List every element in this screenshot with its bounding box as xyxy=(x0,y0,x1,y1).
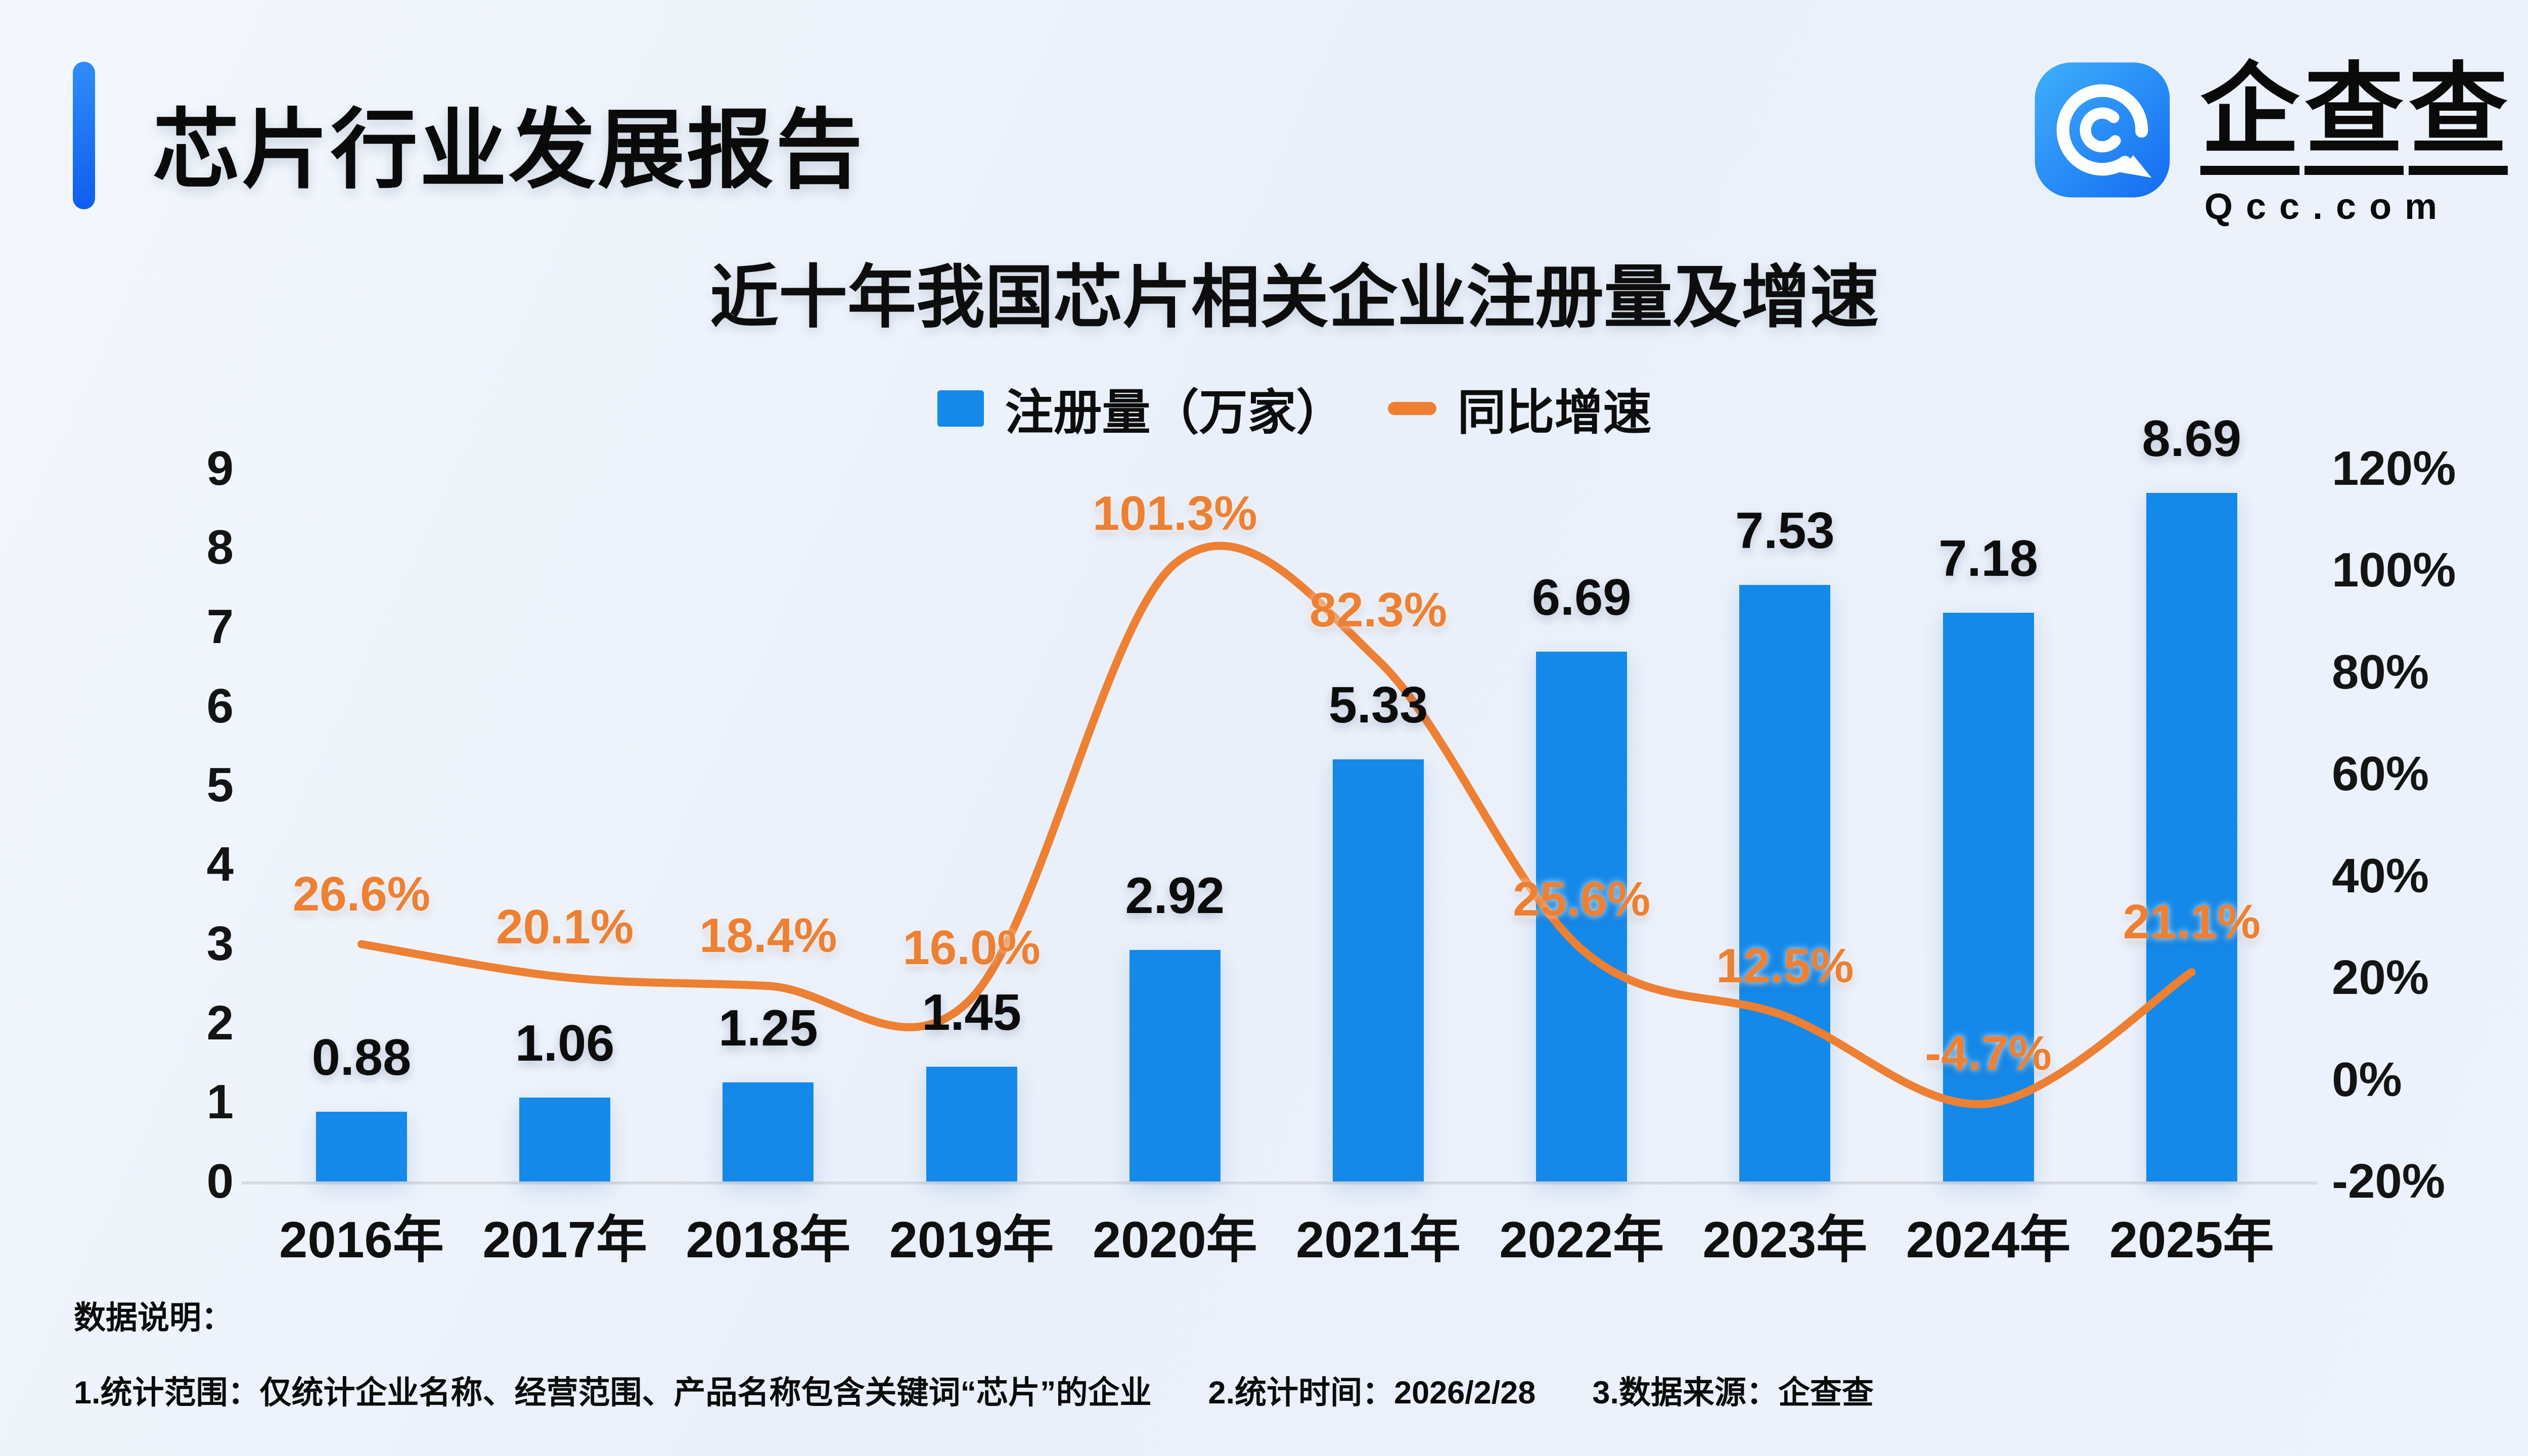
x-axis-label: 2022年 xyxy=(1499,1212,1664,1268)
page-title: 芯片行业发展报告 xyxy=(153,102,865,199)
x-axis-label: 2021年 xyxy=(1296,1212,1461,1268)
bar xyxy=(1739,584,1831,1181)
bar xyxy=(1129,950,1221,1181)
bar xyxy=(2146,493,2237,1181)
y-axis-tick-right: 80% xyxy=(2332,645,2429,699)
y-axis-tick-left: 8 xyxy=(206,520,234,575)
y-axis-tick-left: 7 xyxy=(206,599,234,654)
logo-brand: 企 查 查 xyxy=(2200,60,2513,175)
bar-value-label: 2.92 xyxy=(1125,868,1225,925)
growth-rate-label: 21.1% xyxy=(2123,895,2261,949)
logo-domain: Qcc.com xyxy=(2204,186,2451,227)
bar xyxy=(926,1066,1017,1181)
notes-heading: 数据说明： xyxy=(74,1300,233,1336)
x-axis-label: 2017年 xyxy=(482,1212,648,1268)
bar-value-label: 1.06 xyxy=(515,1015,615,1072)
chart-title: 近十年我国芯片相关企业注册量及增速 xyxy=(710,259,1879,336)
legend-item-growth: 同比增速 xyxy=(1387,373,1652,443)
x-axis-label: 2019年 xyxy=(889,1212,1054,1268)
bar-value-label: 7.53 xyxy=(1735,502,1835,559)
x-axis-label: 2025年 xyxy=(2109,1212,2274,1268)
legend-line-swatch xyxy=(1387,401,1436,415)
x-axis-label: 2020年 xyxy=(1092,1212,1257,1268)
y-axis-tick-left: 2 xyxy=(206,995,234,1050)
logo-brand-char: 企 xyxy=(2200,60,2299,175)
y-axis-tick-right: -20% xyxy=(2332,1154,2446,1209)
y-axis-tick-left: 4 xyxy=(206,837,234,892)
qcc-logo-icon xyxy=(2035,62,2170,198)
bar xyxy=(316,1112,407,1181)
qcc-logo: 企 查 查 Qcc.com xyxy=(2032,60,2513,228)
growth-rate-label: 26.6% xyxy=(292,867,431,921)
y-axis-tick-left: 3 xyxy=(206,916,234,971)
note-item: 2.统计时间：2026/2/28 xyxy=(1208,1375,1536,1410)
y-axis-tick-left: 5 xyxy=(206,758,234,812)
bar-value-label: 7.18 xyxy=(1938,530,2038,587)
y-axis-tick-left: 9 xyxy=(206,441,234,495)
bar-value-label: 6.69 xyxy=(1531,569,1632,626)
growth-rate-label: 101.3% xyxy=(1093,486,1257,540)
bar xyxy=(1333,759,1424,1181)
y-axis-tick-right: 40% xyxy=(2332,848,2429,903)
y-axis-tick-right: 60% xyxy=(2332,747,2429,801)
logo-brand-char: 查 xyxy=(2304,60,2404,175)
x-axis-label: 2018年 xyxy=(686,1212,851,1268)
y-axis-tick-right: 120% xyxy=(2332,441,2456,495)
growth-rate-label: 82.3% xyxy=(1309,583,1448,638)
growth-rate-label: 25.6% xyxy=(1513,872,1651,926)
growth-rate-label: 18.4% xyxy=(699,908,837,963)
legend: 注册量（万家） 同比增速 xyxy=(0,373,2528,443)
bar-value-label: 5.33 xyxy=(1328,676,1428,734)
bar xyxy=(519,1097,611,1181)
bar-value-label: 1.25 xyxy=(718,1000,818,1057)
bar-value-label: 8.69 xyxy=(2142,411,2242,468)
bar-value-label: 1.45 xyxy=(922,984,1021,1041)
x-axis-line xyxy=(242,1181,2317,1185)
x-axis-label: 2023年 xyxy=(1702,1212,1868,1268)
y-axis-tick-left: 1 xyxy=(206,1075,234,1129)
title-accent-bar xyxy=(73,62,95,209)
y-axis-tick-right: 100% xyxy=(2332,543,2456,598)
qcc-logo-text: 企 查 查 Qcc.com xyxy=(2200,60,2513,228)
bar xyxy=(1943,612,2034,1181)
bar xyxy=(723,1082,814,1181)
y-axis-tick-right: 20% xyxy=(2332,950,2429,1005)
growth-rate-label: 20.1% xyxy=(496,900,634,954)
y-axis-tick-left: 0 xyxy=(206,1154,234,1208)
growth-rate-label: 12.5% xyxy=(1716,938,1854,993)
bar-value-label: 0.88 xyxy=(311,1029,412,1086)
logo-brand-char: 查 xyxy=(2408,60,2508,175)
growth-rate-label: 16.0% xyxy=(902,921,1041,975)
legend-bar-swatch xyxy=(937,390,984,427)
legend-item-registrations: 注册量（万家） xyxy=(937,373,1345,443)
x-axis-label: 2024年 xyxy=(1906,1212,2071,1268)
legend-bar-label: 注册量（万家） xyxy=(1005,386,1345,440)
legend-line-label: 同比增速 xyxy=(1457,386,1652,440)
note-item: 1.统计范围：仅统计企业名称、经营范围、产品名称包含关键词“芯片”的企业 xyxy=(74,1375,1152,1410)
y-axis-tick-left: 6 xyxy=(206,678,234,733)
notes-line: 1.统计范围：仅统计企业名称、经营范围、产品名称包含关键词“芯片”的企业 2.统… xyxy=(74,1367,1874,1413)
note-item: 3.数据来源：企查查 xyxy=(1592,1375,1874,1410)
growth-rate-label: -4.7% xyxy=(1925,1026,2052,1080)
y-axis-tick-right: 0% xyxy=(2332,1052,2402,1107)
x-axis-label: 2016年 xyxy=(279,1212,444,1268)
